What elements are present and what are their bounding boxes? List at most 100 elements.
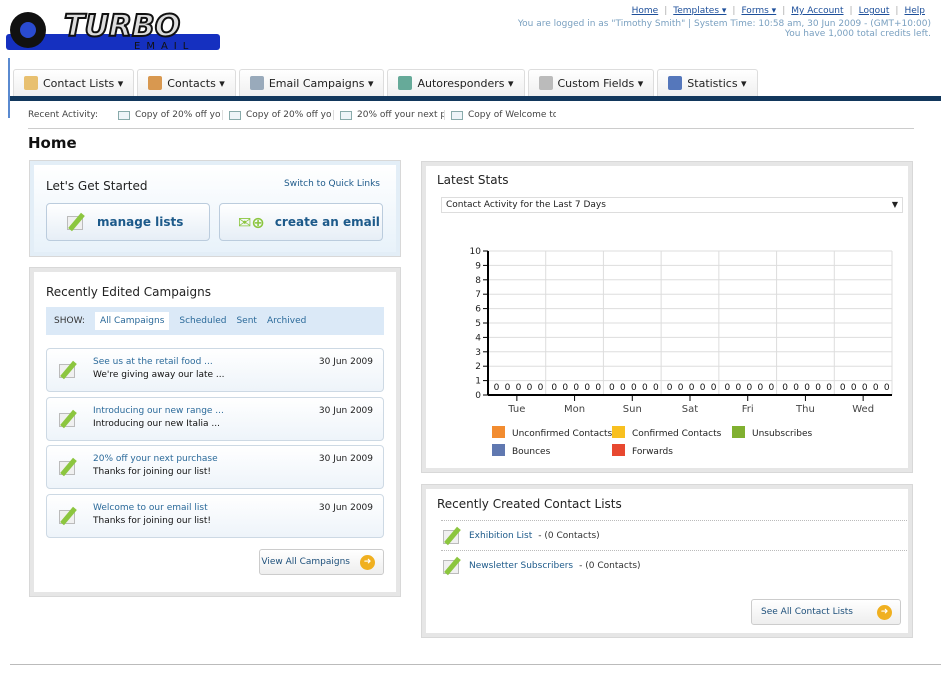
campaign-item[interactable]: Introducing our new range ... Introducing… xyxy=(46,396,384,441)
templates-link[interactable]: Templates ▾ xyxy=(673,6,727,16)
x-tick-label: Fri xyxy=(742,404,754,415)
svg-text:TURBO: TURBO xyxy=(64,9,180,44)
campaign-item[interactable]: See us at the retail food ... We're givin… xyxy=(46,348,384,392)
see-all-contact-lists-button[interactable]: See All Contact Lists ➜ xyxy=(751,599,901,625)
x-tick-label: Mon xyxy=(564,404,585,415)
envelope-icon xyxy=(451,110,464,120)
filter-scheduled[interactable]: Scheduled xyxy=(179,316,227,326)
recently-created-contact-lists-panel: Recently Created Contact Lists Exhibitio… xyxy=(421,484,913,638)
data-label: 0 xyxy=(494,383,500,393)
main-nav: Contact Lists ▾ Contacts ▾ Email Campaigns… xyxy=(13,69,758,96)
campaign-subject: Thanks for joining our list! xyxy=(93,515,212,526)
legend-label: Unconfirmed Contacts xyxy=(512,429,613,439)
campaign-title[interactable]: 20% off your next purchase xyxy=(93,454,218,464)
tab-icon xyxy=(24,76,38,90)
filter-sent[interactable]: Sent xyxy=(236,316,257,326)
legend-label: Confirmed Contacts xyxy=(632,429,722,439)
data-label: 0 xyxy=(851,383,857,393)
tab-icon xyxy=(538,76,553,90)
campaign-title[interactable]: Welcome to our email list xyxy=(93,502,208,513)
credits-info: You have 1,000 total credits left. xyxy=(784,29,931,39)
home-link[interactable]: Home xyxy=(631,6,659,16)
envelope-icon xyxy=(229,110,242,120)
contact-list-link[interactable]: Exhibition List xyxy=(469,530,533,541)
data-label: 0 xyxy=(884,383,890,393)
legend-label: Forwards xyxy=(632,447,673,457)
filter-all-campaigns[interactable]: All Campaigns xyxy=(94,312,170,330)
data-label: 0 xyxy=(609,383,615,393)
logout-link[interactable]: Logout xyxy=(858,6,890,16)
forms-link[interactable]: Forms ▾ xyxy=(741,6,777,16)
y-tick-label: 6 xyxy=(475,305,481,315)
tab-icon xyxy=(249,76,264,90)
nav-tab[interactable]: Contact Lists ▾ xyxy=(13,69,135,96)
add-envelope-icon: ✉⊕ xyxy=(238,212,265,232)
view-all-campaigns-button[interactable]: View All Campaigns ➜ xyxy=(259,549,384,575)
data-label: 0 xyxy=(862,383,868,393)
contact-list-link[interactable]: Newsletter Subscribers xyxy=(469,560,574,571)
nav-tab[interactable]: Contacts ▾ xyxy=(137,69,236,96)
legend-swatch xyxy=(492,426,505,438)
panel-title: Recently Edited Campaigns xyxy=(46,285,211,299)
resize-handle[interactable] xyxy=(8,58,10,118)
nav-tab[interactable]: Statistics ▾ xyxy=(657,69,758,96)
nav-tab[interactable]: Email Campaigns ▾ xyxy=(238,69,385,96)
campaign-date: 30 Jun 2009 xyxy=(318,454,373,464)
turbo-email-logo[interactable]: TURBO EMAIL xyxy=(4,6,222,52)
campaign-title[interactable]: Introducing our new range ... xyxy=(93,405,224,416)
edit-user-icon xyxy=(441,556,463,576)
list-item: Newsletter Subscribers - (0 Contacts) xyxy=(441,550,907,580)
x-tick-label: Sun xyxy=(623,404,642,415)
switch-quick-links-link[interactable]: Switch to Quick Links xyxy=(284,179,380,189)
tab-icon xyxy=(398,76,413,90)
recent-item[interactable]: Copy of Welcome to xyxy=(445,110,556,120)
list-item: Exhibition List - (0 Contacts) xyxy=(441,520,907,550)
lets-get-started-panel: Let's Get Started Switch to Quick Links … xyxy=(29,160,401,257)
data-label: 0 xyxy=(711,383,717,393)
legend-swatch xyxy=(612,444,625,456)
recent-activity: Recent Activity: Copy of 20% off yo Copy… xyxy=(28,110,556,120)
campaign-date: 30 Jun 2009 xyxy=(318,502,373,513)
edit-envelope-icon xyxy=(57,360,79,380)
data-label: 0 xyxy=(724,383,730,393)
manage-lists-button[interactable]: manage lists xyxy=(46,203,210,241)
filter-archived[interactable]: Archived xyxy=(266,316,307,326)
nav-tab[interactable]: Custom Fields ▾ xyxy=(527,69,655,96)
data-label: 0 xyxy=(804,383,810,393)
tab-icon xyxy=(668,76,683,90)
data-label: 0 xyxy=(653,383,659,393)
arrow-right-icon: ➜ xyxy=(877,604,892,620)
top-links: Home | Templates ▾ | Forms ▾ | My Account | Logo… xyxy=(517,6,931,39)
legend-label: Unsubscribes xyxy=(752,429,812,439)
y-tick-label: 1 xyxy=(475,377,481,387)
recently-edited-campaigns-panel: Recently Edited Campaigns SHOW: All Camp… xyxy=(29,267,401,597)
svg-text:EMAIL: EMAIL xyxy=(134,41,194,52)
campaign-item[interactable]: Welcome to our email list Thanks for join… xyxy=(46,493,384,538)
campaign-title[interactable]: See us at the retail food ... xyxy=(93,357,213,367)
recent-item[interactable]: Copy of 20% off yo xyxy=(112,110,224,120)
recent-activity-label: Recent Activity: xyxy=(28,110,99,120)
nav-tab[interactable]: Autoresponders ▾ xyxy=(387,69,525,96)
data-label: 0 xyxy=(826,383,832,393)
campaign-item[interactable]: 20% off your next purchase Thanks for joi… xyxy=(46,445,384,489)
x-tick-label: Tue xyxy=(507,404,525,415)
campaign-subject: Thanks for joining our list! xyxy=(93,467,212,477)
data-label: 0 xyxy=(595,383,601,393)
data-label: 0 xyxy=(631,383,637,393)
y-tick-label: 2 xyxy=(475,362,481,372)
my-account-link[interactable]: My Account xyxy=(791,6,844,16)
data-label: 0 xyxy=(815,383,821,393)
y-tick-label: 5 xyxy=(475,319,481,329)
stats-period-select[interactable]: Contact Activity for the Last 7 Days ▼ xyxy=(441,197,903,213)
data-label: 0 xyxy=(562,383,568,393)
campaign-date: 30 Jun 2009 xyxy=(318,405,373,416)
help-link[interactable]: Help xyxy=(904,6,925,16)
data-label: 0 xyxy=(793,383,799,393)
data-label: 0 xyxy=(584,383,590,393)
create-email-button[interactable]: ✉⊕ create an email xyxy=(219,203,383,241)
recent-item[interactable]: 20% off your next p xyxy=(334,110,446,120)
data-label: 0 xyxy=(768,383,774,393)
recent-item[interactable]: Copy of 20% off yo xyxy=(223,110,335,120)
data-label: 0 xyxy=(873,383,879,393)
data-label: 0 xyxy=(516,383,522,393)
